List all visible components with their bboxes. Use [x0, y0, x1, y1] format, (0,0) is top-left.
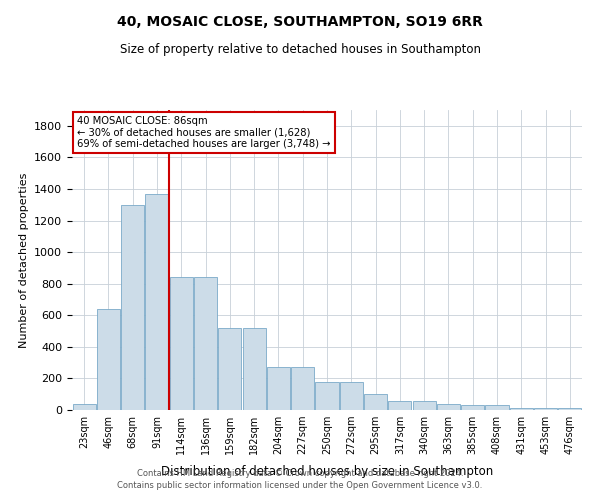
Bar	[510, 408, 533, 410]
Bar	[316, 382, 338, 410]
Bar	[485, 406, 509, 410]
Text: Contains public sector information licensed under the Open Government Licence v3: Contains public sector information licen…	[118, 481, 482, 490]
Bar	[97, 309, 120, 410]
Bar	[437, 404, 460, 410]
Bar	[534, 408, 557, 410]
Y-axis label: Number of detached properties: Number of detached properties	[19, 172, 29, 348]
Bar	[218, 328, 241, 410]
Bar	[145, 194, 169, 410]
Text: Size of property relative to detached houses in Southampton: Size of property relative to detached ho…	[119, 42, 481, 56]
Bar	[388, 400, 412, 410]
Bar	[242, 328, 266, 410]
Bar	[364, 394, 387, 410]
Bar	[340, 382, 363, 410]
Bar	[267, 368, 290, 410]
X-axis label: Distribution of detached houses by size in Southampton: Distribution of detached houses by size …	[161, 466, 493, 478]
Bar	[461, 406, 484, 410]
Text: Contains HM Land Registry data © Crown copyright and database right 2024.: Contains HM Land Registry data © Crown c…	[137, 468, 463, 477]
Bar	[170, 278, 193, 410]
Bar	[559, 408, 581, 410]
Bar	[73, 404, 95, 410]
Bar	[194, 278, 217, 410]
Bar	[413, 400, 436, 410]
Bar	[291, 368, 314, 410]
Bar	[121, 204, 144, 410]
Text: 40 MOSAIC CLOSE: 86sqm
← 30% of detached houses are smaller (1,628)
69% of semi-: 40 MOSAIC CLOSE: 86sqm ← 30% of detached…	[77, 116, 331, 149]
Text: 40, MOSAIC CLOSE, SOUTHAMPTON, SO19 6RR: 40, MOSAIC CLOSE, SOUTHAMPTON, SO19 6RR	[117, 15, 483, 29]
